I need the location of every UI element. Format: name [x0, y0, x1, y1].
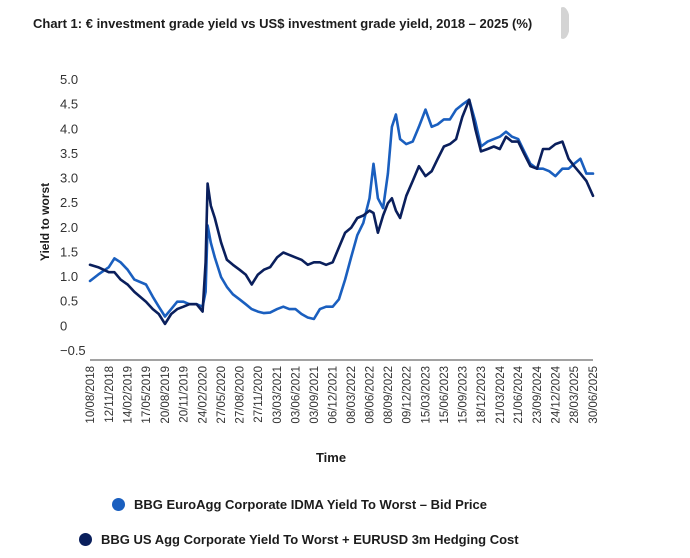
y-tick-label: 1.0	[60, 269, 78, 284]
y-tick-label: −0.5	[60, 343, 86, 358]
legend-swatch-euroagg	[112, 498, 125, 511]
chart-title: Chart 1: € investment grade yield vs US$…	[33, 16, 533, 31]
x-tick-label: 27/08/2020	[235, 366, 247, 424]
y-tick-label: 3.5	[60, 146, 78, 161]
x-tick-label: 21/03/2024	[495, 365, 507, 423]
legend-label-usagg: BBG US Agg Corporate Yield To Worst + EU…	[101, 532, 519, 547]
x-tick-label: 30/06/2025	[588, 366, 600, 424]
x-tick-label: 15/09/2023	[457, 366, 469, 424]
y-tick-label: 5.0	[60, 72, 78, 87]
x-tick-label: 24/02/2020	[198, 366, 210, 424]
y-tick-label: 2.0	[60, 220, 78, 235]
y-tick-label: 0.5	[60, 294, 78, 309]
x-tick-label: 03/03/2021	[272, 366, 284, 424]
y-tick-label: 2.5	[60, 195, 78, 210]
x-tick-label: 18/12/2023	[476, 366, 488, 424]
series-line-euroagg	[88, 98, 595, 321]
x-tick-label: 23/09/2024	[532, 365, 544, 423]
x-tick-label: 06/12/2021	[328, 366, 340, 424]
legend-item-usagg: BBG US Agg Corporate Yield To Worst + EU…	[79, 532, 519, 547]
y-axis-title: Yield to worst	[38, 183, 52, 261]
y-tick-label: 4.5	[60, 97, 78, 112]
y-tick-label: 3.0	[60, 171, 78, 186]
y-tick-label: 0	[60, 318, 67, 333]
x-tick-label: 15/06/2023	[439, 366, 451, 424]
x-tick-label: 09/12/2022	[401, 366, 413, 424]
x-tick-label: 08/09/2022	[383, 366, 395, 424]
legend-swatch-usagg	[79, 533, 92, 546]
x-tick-label: 14/02/2019	[123, 366, 135, 424]
y-tick-label: 4.0	[60, 121, 78, 136]
legend-item-euroagg: BBG EuroAgg Corporate IDMA Yield To Wors…	[112, 497, 487, 512]
x-tick-label: 03/09/2021	[309, 366, 321, 424]
x-tick-label: 20/08/2019	[160, 366, 172, 424]
x-tick-label: 08/03/2022	[346, 366, 358, 424]
x-tick-label: 27/11/2020	[253, 366, 265, 423]
x-tick-label: 24/12/2024	[550, 365, 562, 423]
x-tick-label: 03/06/2021	[291, 366, 303, 424]
x-tick-label: 20/11/2019	[178, 366, 190, 423]
x-tick-label: 28/03/2025	[569, 366, 581, 424]
series-line-usagg	[88, 98, 595, 326]
legend-label-euroagg: BBG EuroAgg Corporate IDMA Yield To Wors…	[134, 497, 487, 512]
x-tick-label: 21/06/2024	[513, 365, 525, 423]
x-tick-label: 08/06/2022	[364, 366, 376, 424]
x-tick-label: 10/08/2018	[85, 366, 97, 424]
x-tick-label: 15/03/2023	[420, 366, 432, 424]
x-tick-label: 17/05/2019	[141, 366, 153, 424]
y-tick-label: 1.5	[60, 244, 78, 259]
x-tick-label: 27/05/2020	[216, 366, 228, 424]
x-axis-title: Time	[316, 450, 346, 465]
x-tick-label: 12/11/2018	[104, 366, 116, 423]
decorative-mark-icon	[556, 6, 569, 40]
